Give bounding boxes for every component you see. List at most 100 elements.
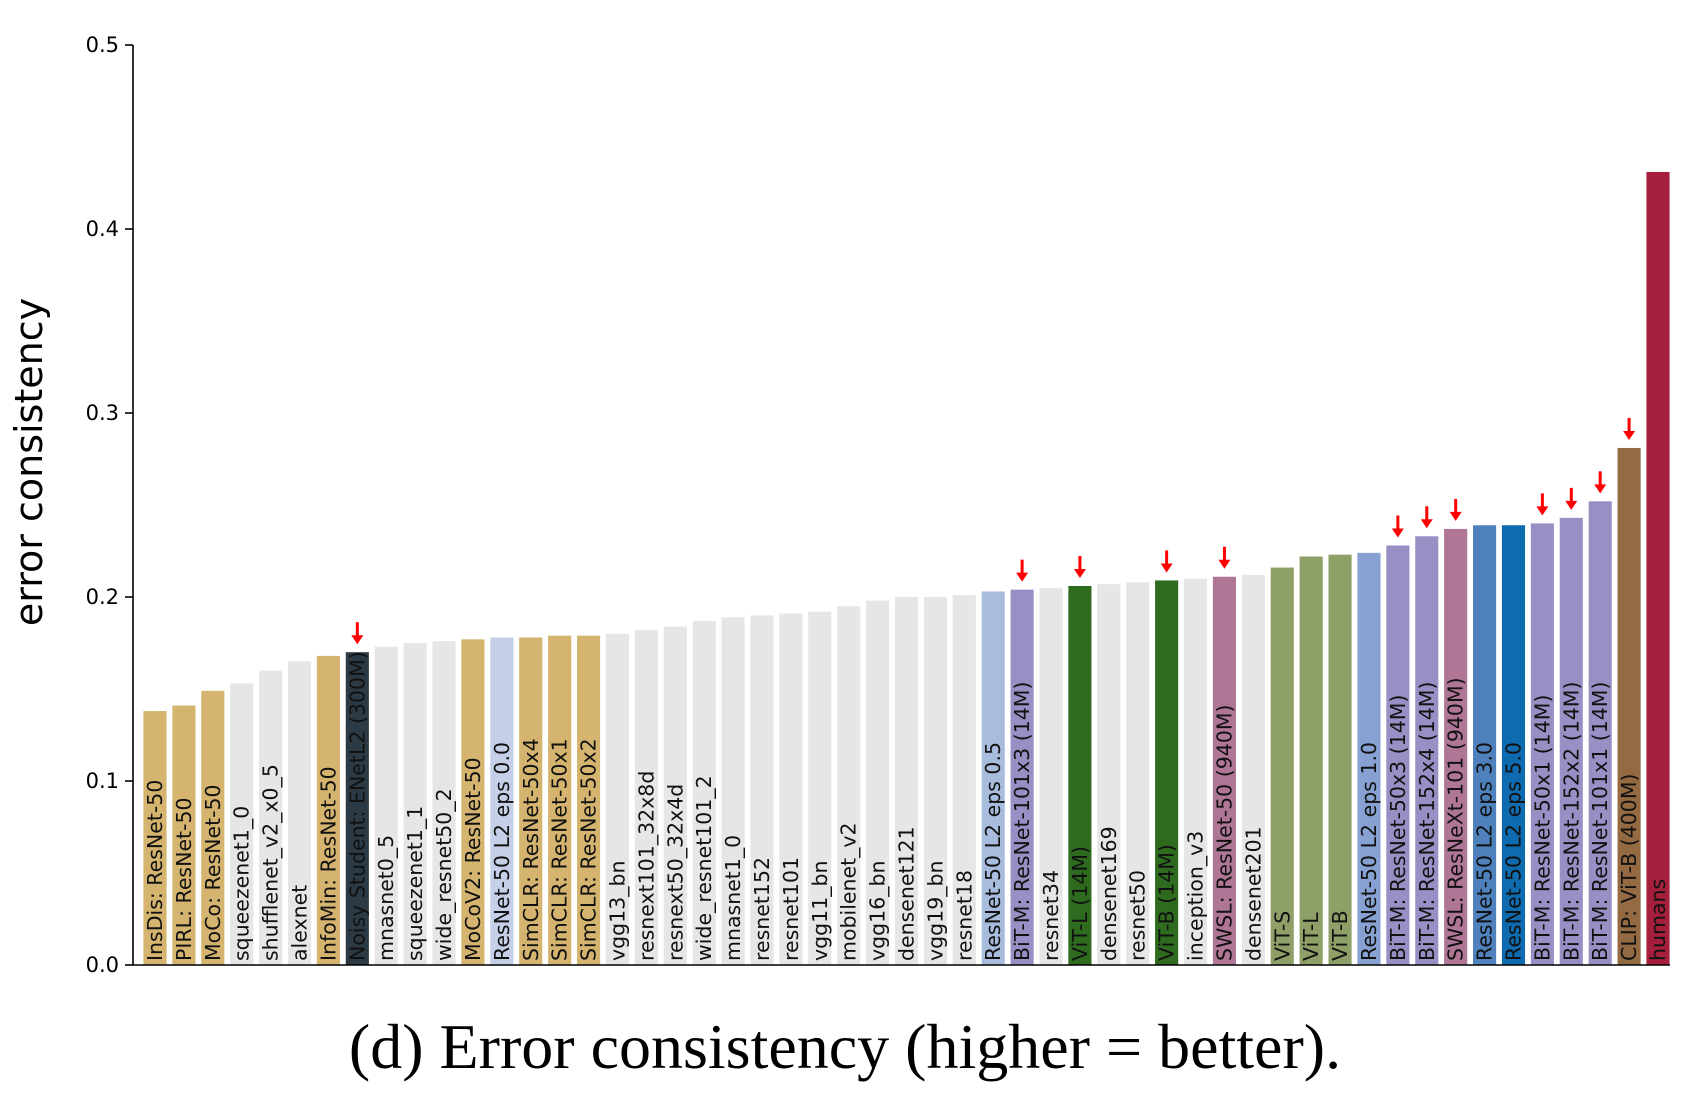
bar-label: densenet121 [895, 826, 919, 961]
bar-label: SimCLR: ResNet-50x2 [577, 738, 601, 961]
bar [1617, 447, 1641, 966]
bar-label: ViT-S [1270, 911, 1294, 961]
bar-label: InfoMin: ResNet-50 [316, 766, 340, 961]
bar [1097, 584, 1121, 965]
bar-label: inception_v3 [1184, 831, 1209, 961]
bar [1473, 525, 1497, 965]
highlight-arrow-icon [1594, 471, 1607, 494]
bar [1068, 585, 1092, 965]
bar [548, 635, 572, 965]
bar [1039, 587, 1063, 965]
bar-label: wide_resnet101_2 [692, 775, 717, 961]
bar-label: PIRL: ResNet-50 [172, 797, 196, 961]
bar [1155, 580, 1179, 965]
bar [1270, 567, 1294, 965]
bar-label: mnasnet0_5 [374, 835, 399, 961]
bar [923, 597, 947, 965]
bar-label: CLIP: ViT-B (400M) [1617, 773, 1641, 961]
bar [1328, 554, 1352, 965]
bar-label: wide_resnet50_2 [432, 788, 457, 961]
bar [1501, 525, 1526, 965]
bar [316, 655, 340, 965]
bar [692, 620, 716, 965]
bar [259, 670, 283, 965]
bar [1010, 589, 1034, 965]
bar [808, 611, 832, 965]
bar-label: BiT-M: ResNet-101x1 (14M) [1588, 682, 1612, 962]
bar [1415, 536, 1439, 965]
bar [345, 652, 369, 965]
bar-label: ResNet-50 L2 eps 5.0 [1501, 742, 1525, 961]
bar-label: BiT-M: ResNet-152x4 (14M) [1415, 682, 1439, 962]
bar [576, 635, 601, 965]
bar-label: BiT-M: ResNet-101x3 (14M) [1010, 682, 1034, 962]
bar-label: MoCo: ResNet-50 [201, 784, 225, 961]
y-tick-label: 0.1 [86, 769, 119, 793]
bar-label: resnet34 [1039, 870, 1063, 961]
highlight-arrow-icon [1420, 506, 1433, 529]
bar [490, 637, 514, 965]
bar-label: ResNet-50 L2 eps 0.5 [981, 742, 1005, 961]
bar-label: vgg19_bn [923, 861, 948, 962]
y-tick-label: 0.4 [86, 217, 119, 241]
bar-label: resnet101 [779, 857, 803, 961]
bar [1126, 582, 1150, 965]
highlight-arrow-icon [1391, 515, 1404, 538]
bar [1241, 574, 1265, 965]
bar [1357, 552, 1381, 965]
bar [721, 617, 745, 965]
bar-label: shufflenet_v2_x0_5 [259, 764, 284, 961]
bar [837, 606, 861, 965]
bar-label: humans [1646, 879, 1670, 961]
error-consistency-chart: 0.0 0.1 0.2 0.3 0.4 0.5 InsDis: ResNet-50 PIRL… [7, 33, 1670, 977]
bar-label: MoCoV2: ResNet-50 [461, 757, 485, 961]
highlight-arrow-icon [1160, 550, 1173, 573]
y-tick-label: 0.0 [86, 953, 119, 977]
highlight-arrow-icon [1536, 493, 1549, 516]
y-tick-label: 0.3 [86, 401, 119, 425]
bar-label: mnasnet1_0 [721, 835, 746, 961]
figure-caption: (d) Error consistency (higher = better). [348, 1011, 1342, 1082]
bar [952, 595, 976, 965]
bar-label: alexnet [288, 885, 312, 961]
bar-label: InsDis: ResNet-50 [143, 780, 167, 961]
highlight-arrow-icon [1218, 546, 1231, 569]
bar [1299, 556, 1323, 965]
bar-label: resnext101_32x8d [634, 771, 659, 961]
bar-label: BiT-M: ResNet-152x2 (14M) [1559, 682, 1583, 962]
bar-label: squeezenet1_0 [230, 806, 255, 961]
bar-label: ResNet-50 L2 eps 1.0 [1357, 742, 1381, 961]
highlight-arrow-icon [1016, 559, 1029, 582]
bar [1183, 578, 1208, 965]
bar [172, 705, 196, 965]
bar [894, 597, 919, 965]
bar-label: mobilenet_v2 [837, 822, 862, 961]
bar [403, 643, 427, 965]
highlight-arrow-icon [351, 622, 364, 645]
bar [1386, 545, 1410, 965]
bar-label: BiT-M: ResNet-50x1 (14M) [1530, 695, 1554, 961]
bar [866, 600, 890, 965]
bar [374, 646, 398, 965]
bar [981, 591, 1005, 965]
bar-label: resnet18 [952, 870, 976, 961]
bar [1530, 523, 1554, 965]
bar-label: vgg13_bn [605, 861, 630, 962]
bar-label: resnet152 [750, 857, 774, 961]
bar-label: vgg16_bn [866, 861, 891, 962]
bar-label: SimCLR: ResNet-50x4 [519, 738, 543, 961]
highlight-arrow-icon [1073, 555, 1086, 578]
bar-label: ResNet-50 L2 eps 0.0 [490, 742, 514, 961]
bar-label: squeezenet1_1 [403, 806, 428, 961]
bar-label: SWSL: ResNet-50 (940M) [1212, 704, 1236, 961]
bar-label: SWSL: ResNeXt-101 (940M) [1444, 677, 1468, 961]
bar-label: ViT-L [1299, 912, 1323, 961]
bar [143, 711, 167, 965]
bar-label: vgg11_bn [808, 861, 833, 962]
bar [1588, 501, 1612, 965]
bar-label: resnet50 [1126, 870, 1150, 961]
bar [750, 615, 774, 965]
bar-label: resnext50_32x4d [663, 784, 688, 961]
y-tick-label: 0.2 [86, 585, 119, 609]
bar [1444, 528, 1468, 965]
